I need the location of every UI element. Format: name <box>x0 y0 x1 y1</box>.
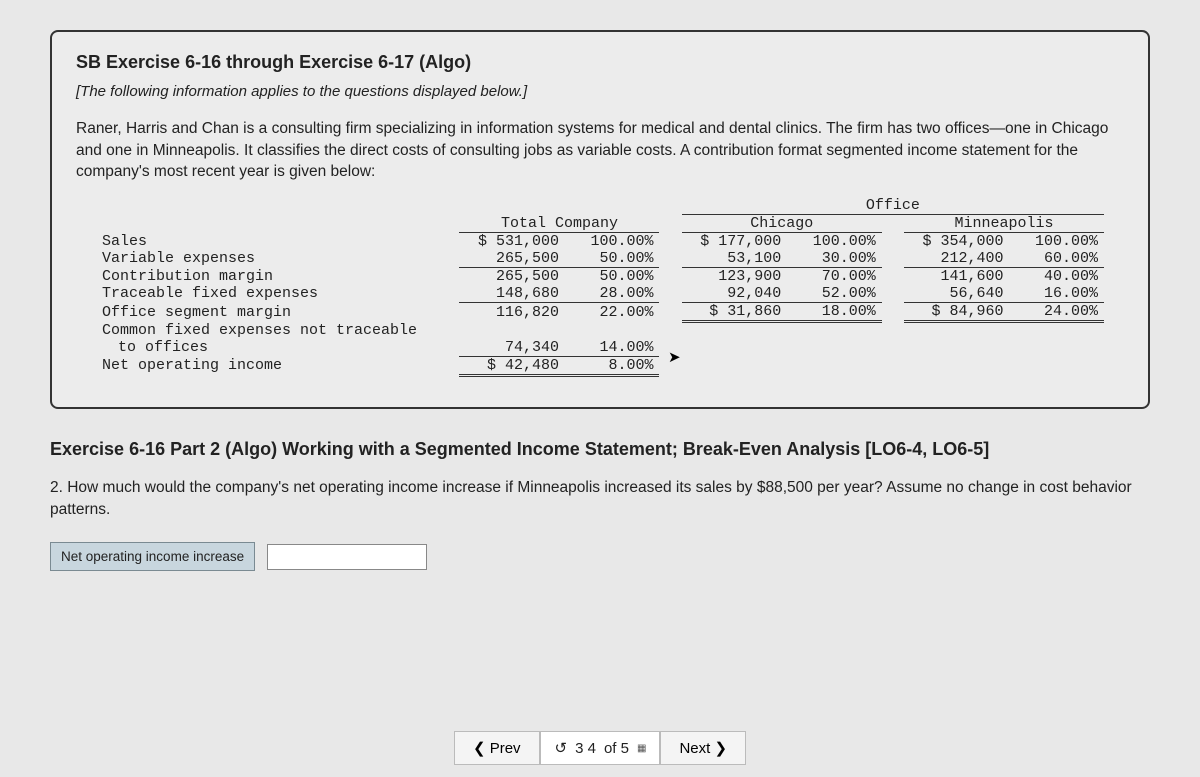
row-label: Traceable fixed expenses <box>96 285 459 303</box>
office-header: Office <box>682 197 1104 215</box>
exercise-part-title: Exercise 6-16 Part 2 (Algo) Working with… <box>50 437 1150 461</box>
problem-box: SB Exercise 6-16 through Exercise 6-17 (… <box>50 30 1150 409</box>
row-label: Net operating income <box>96 356 459 375</box>
table-row: to offices 74,340 14.00% <box>96 339 1104 357</box>
col-header-total: Total Company <box>459 215 659 233</box>
answer-input[interactable] <box>267 544 427 570</box>
table-row: Sales $ 531,000 100.00% $ 177,000 100.00… <box>96 233 1104 251</box>
table-row: Office segment margin 116,820 22.00% $ 3… <box>96 303 1104 322</box>
page-numbers: 3 4 <box>575 740 596 757</box>
exercise-subtitle: [The following information applies to th… <box>76 83 1124 100</box>
row-label: Sales <box>96 233 459 251</box>
pagination-nav: ❮ Prev ↺ 3 4 of 5 ▦ Next ❯ <box>0 731 1200 765</box>
next-button[interactable]: Next ❯ <box>660 731 746 765</box>
page-of: of 5 <box>604 740 629 757</box>
income-statement-table: Office Total Company Chicago Minneapolis… <box>96 197 1104 377</box>
exercise-title: SB Exercise 6-16 through Exercise 6-17 (… <box>76 52 1124 73</box>
answer-label: Net operating income increase <box>50 542 255 571</box>
row-label: Variable expenses <box>96 250 459 268</box>
col-header-minneapolis: Minneapolis <box>904 215 1104 233</box>
chevron-right-icon: ❯ <box>714 740 727 757</box>
answer-row: Net operating income increase <box>50 542 1150 571</box>
cursor-icon: ➤ <box>668 348 681 366</box>
row-label: Common fixed expenses not traceable <box>96 322 459 339</box>
grid-icon: ▦ <box>637 746 645 751</box>
table-row: Common fixed expenses not traceable <box>96 322 1104 339</box>
table-row: Contribution margin 265,500 50.00% 123,9… <box>96 268 1104 286</box>
prev-button[interactable]: ❮ Prev <box>454 731 540 765</box>
table-row: Net operating income $ 42,480 8.00% <box>96 356 1104 375</box>
problem-paragraph: Raner, Harris and Chan is a consulting f… <box>76 118 1124 183</box>
link-icon: ↺ <box>555 739 568 757</box>
row-label: to offices <box>96 339 459 357</box>
table-row: Traceable fixed expenses 148,680 28.00% … <box>96 285 1104 303</box>
question-text: 2. How much would the company's net oper… <box>50 477 1150 520</box>
table-row: Variable expenses 265,500 50.00% 53,100 … <box>96 250 1104 268</box>
row-label: Contribution margin <box>96 268 459 286</box>
chevron-left-icon: ❮ <box>473 740 486 757</box>
page-indicator: ↺ 3 4 of 5 ▦ <box>540 731 661 765</box>
col-header-chicago: Chicago <box>682 215 882 233</box>
prev-label: Prev <box>490 740 521 757</box>
next-label: Next <box>679 740 710 757</box>
row-label: Office segment margin <box>96 303 459 322</box>
